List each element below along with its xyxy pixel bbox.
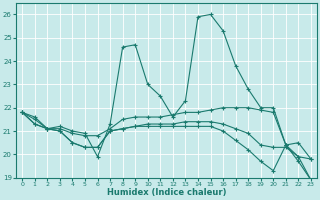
X-axis label: Humidex (Indice chaleur): Humidex (Indice chaleur) [107, 188, 226, 197]
